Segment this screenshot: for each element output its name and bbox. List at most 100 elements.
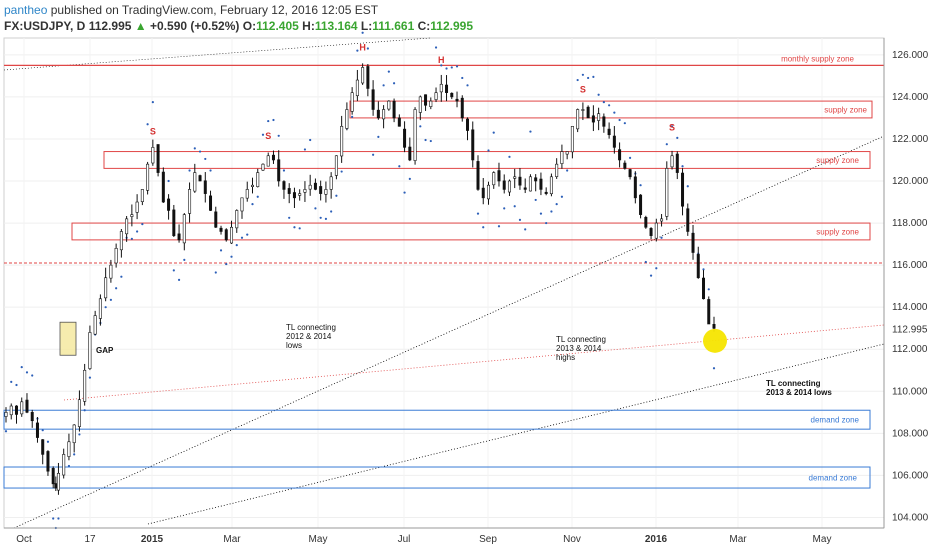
candle-body xyxy=(560,151,564,164)
sar-dot xyxy=(314,207,317,210)
up-arrow-icon: ▲ xyxy=(134,19,147,33)
candle-body xyxy=(460,97,464,119)
x-tick-label: 17 xyxy=(84,534,96,545)
sar-dot xyxy=(450,66,453,69)
ohlc-line: FX:USDJPY, D 112.995 ▲ +0.590 (+0.52%) O… xyxy=(4,18,704,34)
y-tick-label: 120.000 xyxy=(892,176,929,187)
sar-dot xyxy=(550,210,553,213)
candle-body xyxy=(209,195,213,211)
sar-dot xyxy=(198,150,202,153)
price-axis[interactable]: 104.000 106.000 108.000 110.000 112.000 114.0… xyxy=(883,38,929,528)
candle-body xyxy=(334,155,338,176)
candle-body xyxy=(639,194,643,215)
trendline-2013-2014-lows xyxy=(147,343,885,525)
candle-body xyxy=(497,170,501,182)
sar-dot xyxy=(387,70,390,73)
zone-box xyxy=(3,409,871,430)
x-tick-label: Sep xyxy=(479,534,497,545)
trendlines xyxy=(3,37,885,529)
sar-dot xyxy=(130,237,133,240)
sar-dot xyxy=(466,84,469,87)
sar-dot xyxy=(282,169,286,172)
zone-label: supply zone xyxy=(816,227,859,236)
candle-body xyxy=(623,162,627,169)
candle-body xyxy=(670,155,674,168)
candle-body xyxy=(691,232,695,253)
sar-dot xyxy=(508,155,511,158)
zone-box xyxy=(71,222,871,241)
sar-dot xyxy=(88,376,92,379)
low-label: L: xyxy=(360,19,373,33)
candle-body xyxy=(167,198,171,211)
y-tick-label: 116.000 xyxy=(892,260,928,271)
sar-dot xyxy=(455,65,459,68)
x-tick-label: Mar xyxy=(223,534,241,545)
candle-body xyxy=(324,189,328,195)
candle-body xyxy=(303,189,307,193)
sar-dot xyxy=(10,380,13,383)
candle-body xyxy=(675,153,679,173)
candle-body xyxy=(4,412,8,417)
sar-dot xyxy=(351,115,354,118)
candle-body xyxy=(104,277,108,299)
candle-body xyxy=(287,188,291,194)
candle-body xyxy=(98,298,102,319)
candle-body xyxy=(633,176,637,199)
publish-line: pantheo published on TradingView.com, Fe… xyxy=(4,2,704,18)
sar-dot xyxy=(41,429,44,432)
x-tick-label: Mar xyxy=(729,534,747,545)
y-tick-label: 106.000 xyxy=(892,470,929,481)
candle-body xyxy=(618,149,622,161)
candle-body xyxy=(140,189,144,202)
sar-dot xyxy=(529,130,532,133)
symbol-label: FX:USDJPY, D xyxy=(4,19,86,33)
y-tick-label: 114.000 xyxy=(892,302,928,313)
parabolic-sar xyxy=(4,31,716,530)
sar-dot xyxy=(209,169,212,172)
published-text: published on TradingView.com, February 1… xyxy=(50,3,379,17)
candle-body xyxy=(492,172,496,186)
candle-body xyxy=(565,151,569,155)
candle-body xyxy=(245,189,249,199)
sar-dot xyxy=(581,73,584,76)
candle-body xyxy=(607,128,611,136)
candle-body xyxy=(46,451,50,472)
sar-dot xyxy=(686,185,689,188)
sar-dot xyxy=(303,148,307,151)
candle-body xyxy=(471,129,475,161)
candle-body xyxy=(455,98,459,102)
sar-dot xyxy=(513,205,516,208)
candle-body xyxy=(230,226,234,244)
y-tick-label: 108.000 xyxy=(892,428,929,439)
candle-body xyxy=(350,92,354,112)
sar-dot xyxy=(73,453,76,456)
candle-body xyxy=(250,184,254,188)
sar-dot xyxy=(25,371,29,374)
candle-body xyxy=(219,227,223,232)
sar-dot xyxy=(31,374,34,377)
zone-label: supply zone xyxy=(824,106,867,115)
sar-dot xyxy=(398,165,401,168)
sar-dot xyxy=(246,233,249,236)
sar-dot xyxy=(83,409,86,412)
sar-dot xyxy=(602,101,605,104)
x-tick-label: 2015 xyxy=(141,534,164,545)
sar-dot xyxy=(382,84,385,87)
candle-body xyxy=(214,211,218,228)
sar-dot xyxy=(277,134,280,137)
candle-body xyxy=(88,332,92,369)
candle-body xyxy=(450,92,454,98)
candle-body xyxy=(513,176,517,179)
candle-body xyxy=(261,163,265,171)
sar-dot xyxy=(608,104,611,107)
candle-body xyxy=(476,161,480,190)
candle-body xyxy=(528,176,532,192)
sar-dot xyxy=(340,170,343,173)
candle-body xyxy=(376,109,380,119)
author-name[interactable]: pantheo xyxy=(4,3,48,17)
sar-dot xyxy=(366,47,369,50)
time-axis[interactable]: Oct 17 2015 Mar May Jul Sep Nov 2016 Mar May xyxy=(4,527,884,545)
candle-body xyxy=(83,369,87,402)
sar-dot xyxy=(649,274,653,277)
